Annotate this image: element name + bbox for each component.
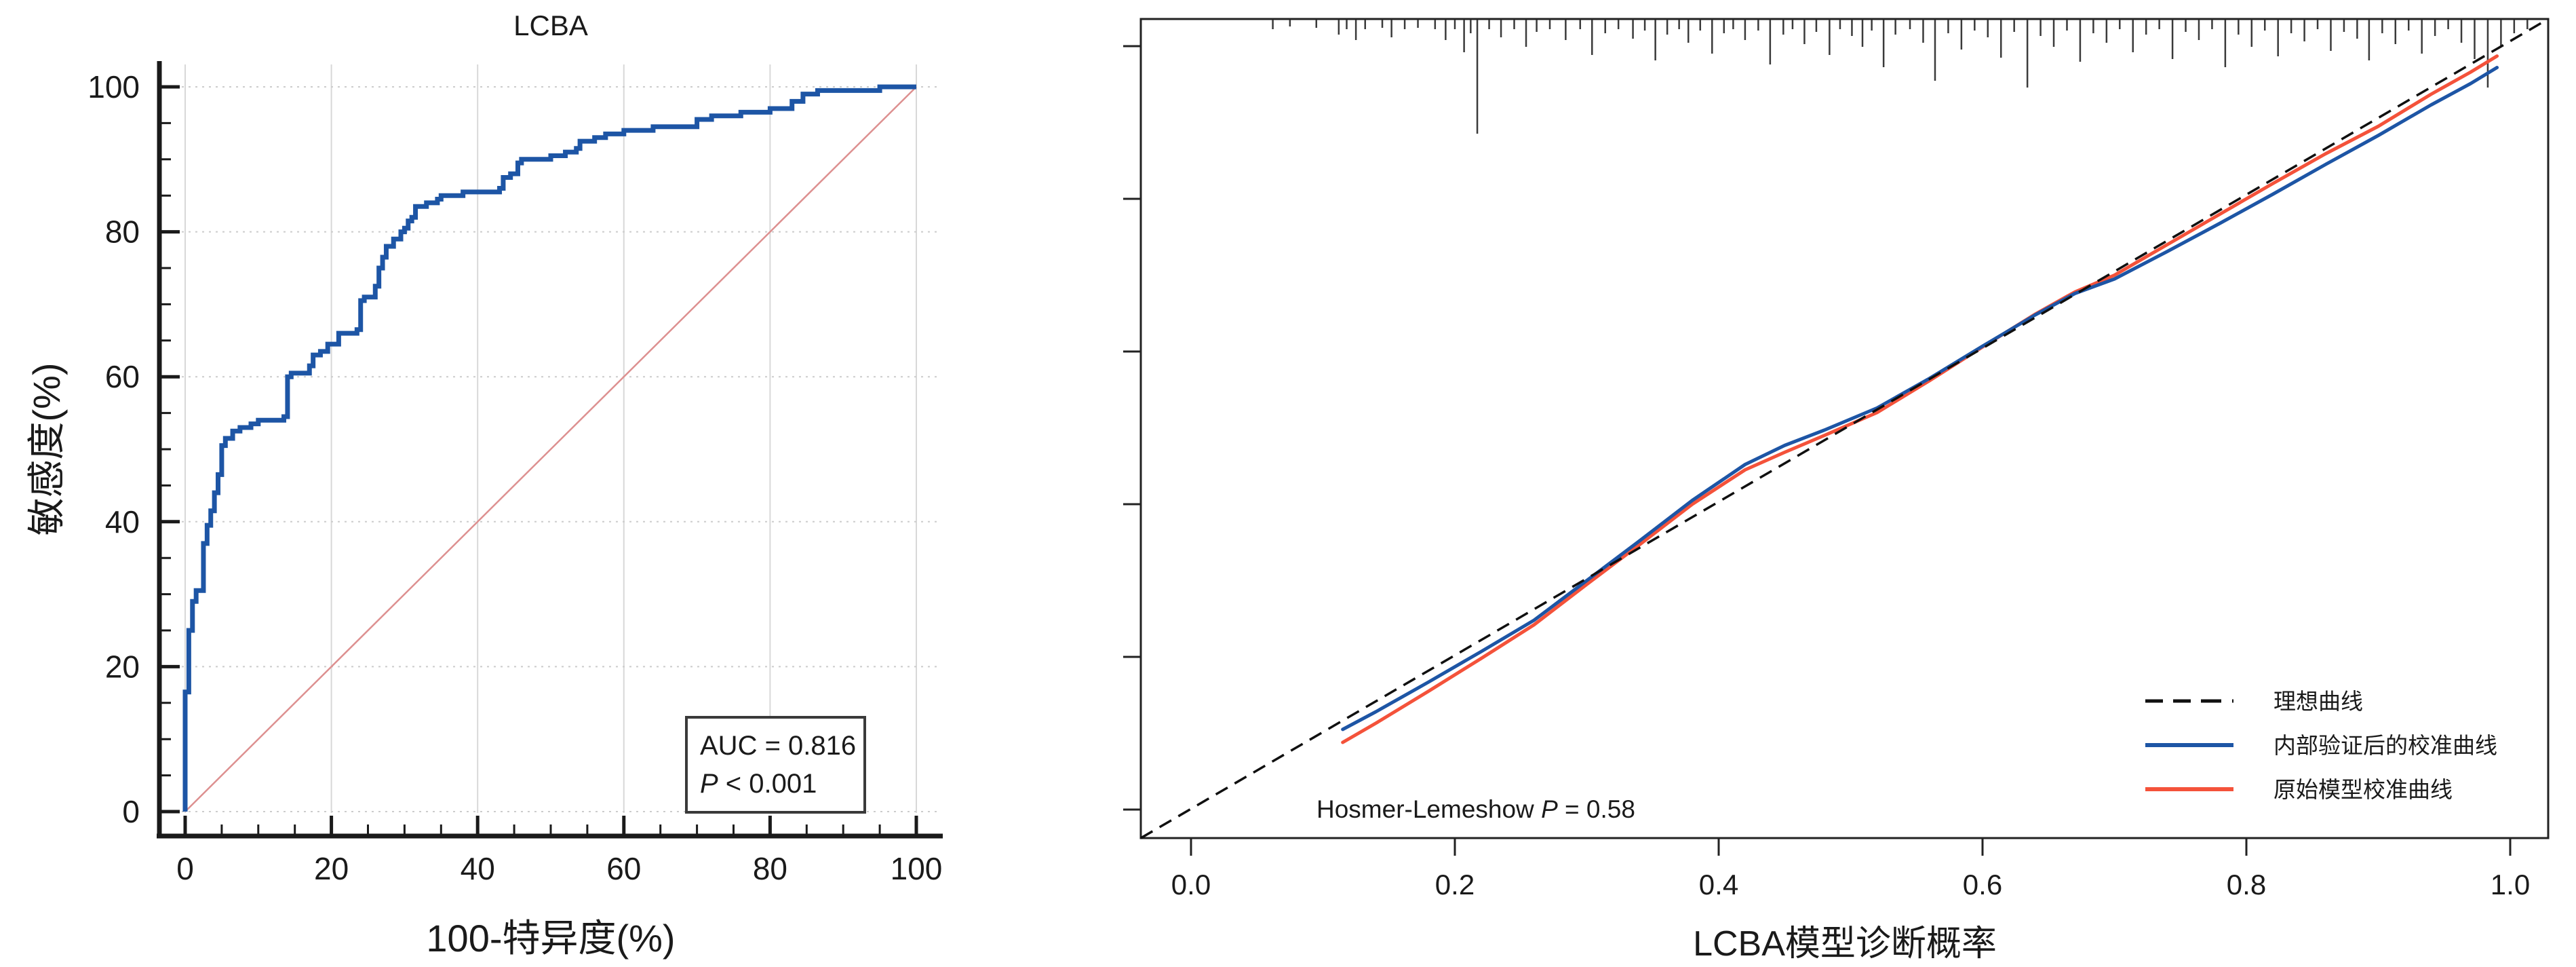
legend-label: 内部验证后的校准曲线 <box>2273 733 2497 758</box>
auc-p-rest: < 0.001 <box>718 769 817 799</box>
hosmer-lemeshow-annotation: Hosmer-Lemeshow P = 0.58 <box>1316 795 1635 823</box>
legend-label: 理想曲线 <box>2273 689 2363 714</box>
auc-value-text: AUC = 0.816 <box>700 731 856 761</box>
calibration-x-axis-title: LCBA模型诊断概率 <box>1693 924 1997 964</box>
roc-x-tick-label: 60 <box>606 851 641 886</box>
hosmer-suffix: = 0.58 <box>1558 795 1635 823</box>
roc-y-tick-label: 100 <box>87 69 140 105</box>
auc-annotation-box: AUC = 0.816 P < 0.001 <box>685 716 866 814</box>
roc-y-tick-label: 20 <box>105 649 140 684</box>
roc-curve <box>182 84 916 812</box>
roc-ticks <box>159 85 918 836</box>
legend-item: 内部验证后的校准曲线 <box>2145 733 2497 758</box>
auc-box-border <box>685 716 866 814</box>
calibration-x-tick-label: 0.4 <box>1699 869 1738 900</box>
roc-y-axis-title: 敏感度(%) <box>25 362 68 535</box>
calibration-ideal-line <box>1140 18 2549 839</box>
roc-chart-panel: 0 20 40 60 80 100 0 20 40 60 80 100 LCBA 100-特异度(%)… <box>0 0 1112 967</box>
legend-label: 原始模型校准曲线 <box>2273 777 2453 802</box>
auc-p-symbol: P <box>700 769 718 799</box>
roc-tick-labels: 0 20 40 60 80 100 0 20 40 60 80 100 <box>87 69 942 886</box>
calibration-x-tick-label: 0.8 <box>2227 869 2266 900</box>
roc-y-tick-label: 80 <box>105 214 140 250</box>
roc-y-tick-label: 40 <box>105 504 140 539</box>
roc-generated-layers: 0 20 40 60 80 100 0 20 40 60 80 100 <box>87 61 943 886</box>
roc-y-tick-label: 60 <box>105 359 140 394</box>
calibration-rug-marks <box>1272 20 2529 134</box>
legend-item: 原始模型校准曲线 <box>2145 777 2453 802</box>
hosmer-p-symbol: P <box>1541 795 1558 823</box>
calibration-x-tick-label: 0.6 <box>1963 869 2002 900</box>
roc-x-tick-label: 20 <box>314 851 349 886</box>
roc-x-axis-title: 100-特异度(%) <box>426 917 675 960</box>
calibration-original-curve <box>1341 54 2499 744</box>
calibration-plot-box <box>1139 18 2550 839</box>
calibration-x-tick-label: 0.2 <box>1435 869 1475 900</box>
auc-p-value-text: P < 0.001 <box>700 769 817 799</box>
calibration-generated-layers: 0.00.20.40.60.81.00.00.20.40.60.81.0理想曲线… <box>1123 18 2550 900</box>
calibration-chart-panel: 0.00.20.40.60.81.00.00.20.40.60.81.0理想曲线… <box>1112 0 2576 967</box>
calibration-x-tick-label: 0.0 <box>1171 869 1211 900</box>
calibration-x-tick-label: 1.0 <box>2491 869 2530 900</box>
roc-grid <box>161 64 941 813</box>
roc-x-tick-label: 0 <box>176 851 194 886</box>
calibration-ticks <box>1123 45 2512 856</box>
roc-plot: 0 20 40 60 80 100 0 20 40 60 80 100 LCBA 100-特异度(%)… <box>25 10 943 960</box>
legend-item: 理想曲线 <box>2145 689 2363 714</box>
hosmer-prefix: Hosmer-Lemeshow <box>1316 795 1541 823</box>
roc-x-tick-label: 100 <box>891 851 943 886</box>
calibration-tick-labels: 0.00.20.40.60.81.00.00.20.40.60.81.0 <box>1171 869 2530 900</box>
calibration-internal-curve <box>1341 66 2499 732</box>
roc-x-tick-label: 40 <box>461 851 495 886</box>
roc-reference-line <box>184 86 917 812</box>
roc-x-tick-label: 80 <box>753 851 787 886</box>
roc-title: LCBA <box>513 10 588 41</box>
calibration-plot: 0.00.20.40.60.81.00.00.20.40.60.81.0理想曲线… <box>1123 18 2550 964</box>
roc-y-tick-label: 0 <box>122 794 140 829</box>
